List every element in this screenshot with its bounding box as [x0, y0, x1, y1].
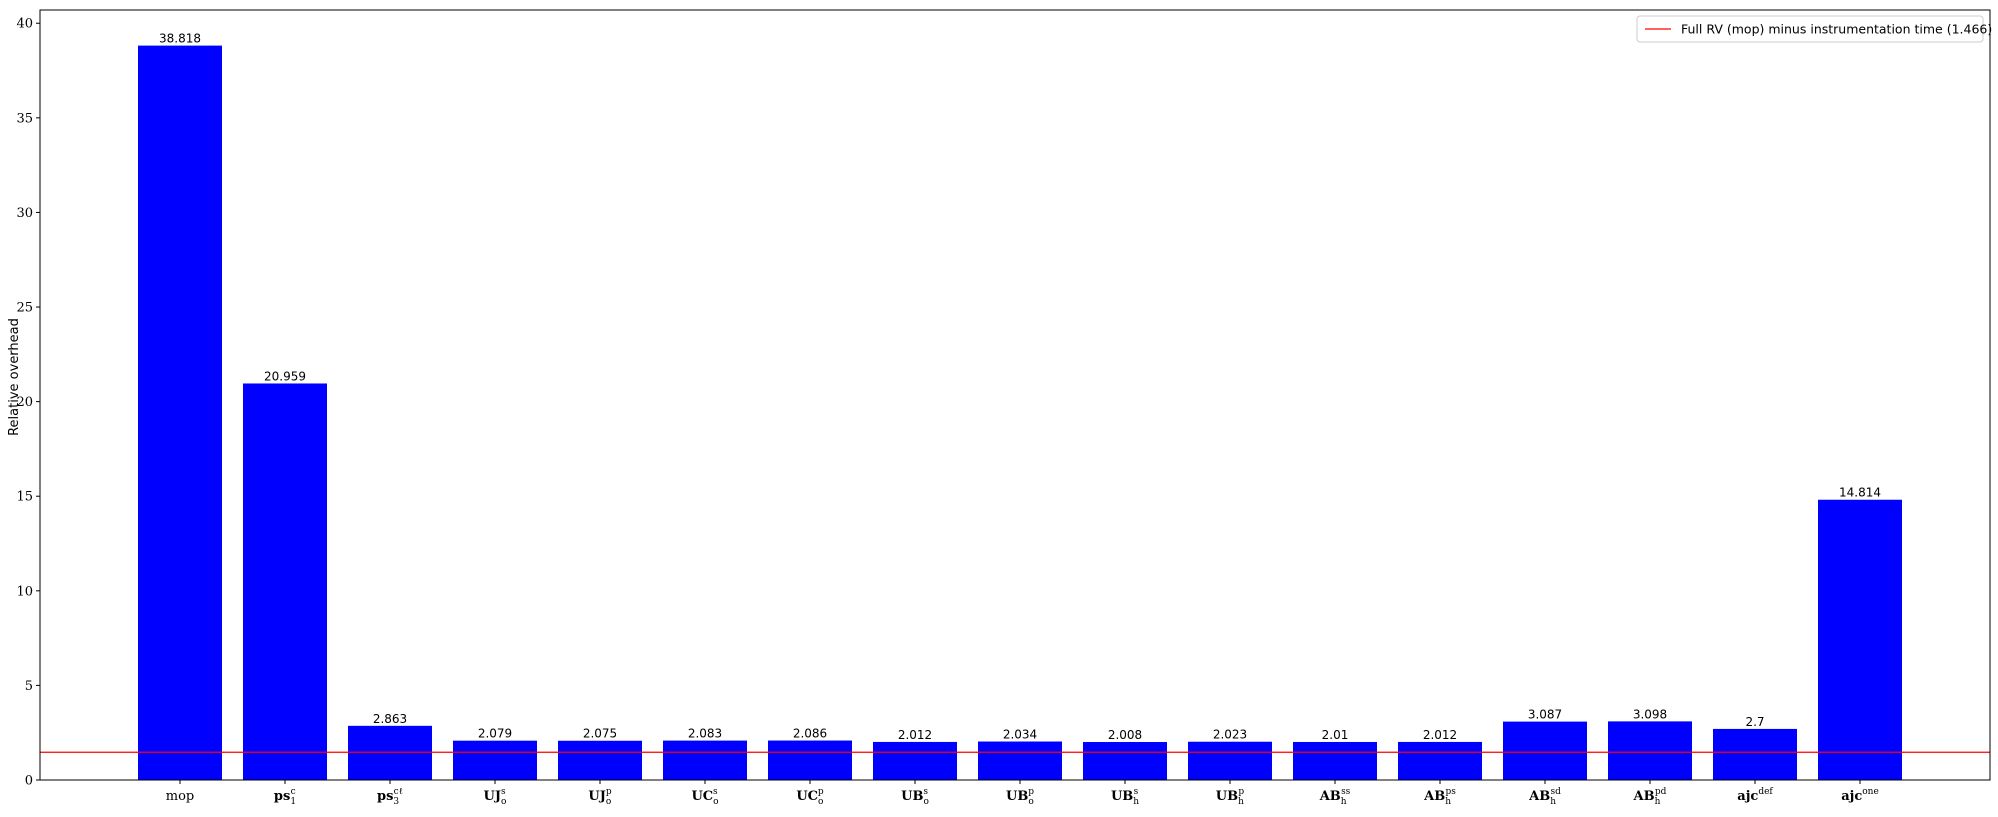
x-tick-label: ABhpd: [1633, 787, 1667, 807]
bar: [1083, 742, 1167, 780]
x-tick-label: UCop: [796, 787, 824, 807]
x-tick-label: ABhsd: [1528, 787, 1561, 807]
bar-value-label: 3.098: [1633, 707, 1667, 721]
y-tick-label: 40: [16, 17, 33, 32]
bar-value-label: 2.01: [1322, 728, 1349, 742]
x-tick-label: UBos: [901, 787, 929, 807]
bar: [768, 740, 852, 780]
bar-value-label: 2.863: [373, 712, 407, 726]
x-tick-label: ABhss: [1319, 787, 1351, 807]
bar-value-label: 2.034: [1003, 728, 1037, 742]
legend-entry-label: Full RV (mop) minus instrumentation time…: [1681, 22, 1992, 37]
legend-box: [1636, 15, 1984, 43]
bar: [453, 740, 537, 780]
bar-value-label: 2.012: [1423, 728, 1457, 742]
bar-value-label: 2.083: [688, 727, 722, 741]
y-axis: 0 5 10 15 20 25 30 35 40: [16, 17, 40, 789]
bar: [1608, 721, 1692, 780]
bar-value-label: 14.814: [1839, 486, 1881, 500]
plot-frame: [39, 9, 1991, 781]
bar: [558, 740, 642, 780]
legend: Full RV (mop) minus instrumentation time…: [1636, 15, 1992, 43]
y-tick-label: 0: [25, 774, 33, 789]
x-axis: mop ps1c ps3cℓ UJos UJop UCos UCop UBos UBop UBhs…: [166, 780, 1879, 807]
bar-value-label: 2.086: [793, 727, 827, 741]
y-tick-label: 30: [16, 206, 33, 221]
bar-value-label: 3.087: [1528, 708, 1562, 722]
x-tick-label: UBhp: [1216, 787, 1245, 807]
bar: [663, 740, 747, 780]
x-tick-label: ps3cℓ: [377, 787, 403, 807]
bar-value-label: 38.818: [159, 32, 201, 46]
bar: [1188, 741, 1272, 780]
bar-value-label: 20.959: [264, 369, 306, 383]
bar: [1818, 499, 1902, 780]
bar: [138, 45, 222, 780]
bar-value-label: 2.075: [583, 727, 617, 741]
bar: [1503, 721, 1587, 780]
bar: [978, 741, 1062, 780]
bar: [1398, 741, 1482, 780]
x-tick-label: UBhs: [1111, 787, 1139, 807]
bar: [873, 741, 957, 780]
bar-value-label: 2.7: [1745, 715, 1764, 729]
x-tick-label: UBop: [1006, 787, 1034, 807]
bar: [243, 383, 327, 780]
y-tick-label: 15: [16, 490, 33, 505]
x-tick-label: UJos: [484, 787, 507, 807]
bar-value-label: 2.008: [1108, 728, 1142, 742]
bar-value-label: 2.012: [898, 728, 932, 742]
x-tick-label: UCos: [691, 787, 718, 807]
x-tick-label: ajcone: [1841, 787, 1879, 804]
bar-series: [138, 45, 1902, 780]
bar: [1293, 741, 1377, 780]
bar-value-label: 2.079: [478, 727, 512, 741]
y-tick-label: 25: [16, 301, 33, 316]
y-axis-title: Relative overhead: [7, 318, 22, 436]
y-tick-label: 5: [25, 679, 33, 694]
x-tick-label: ps1c: [274, 787, 296, 807]
y-tick-label: 10: [16, 584, 33, 599]
x-tick-label: ajcdef: [1737, 787, 1773, 804]
bar-value-labels: 38.818 20.959 2.863 2.079 2.075 2.083 2.086 2.0…: [159, 32, 1881, 742]
bar: [348, 725, 432, 780]
bar: [1713, 728, 1797, 780]
x-tick-label: ABhps: [1423, 787, 1456, 807]
y-tick-label: 20: [16, 395, 33, 410]
x-tick-label: UJop: [588, 787, 611, 807]
x-tick-label: mop: [166, 789, 194, 804]
y-tick-label: 35: [16, 111, 33, 126]
bar-value-label: 2.023: [1213, 728, 1247, 742]
